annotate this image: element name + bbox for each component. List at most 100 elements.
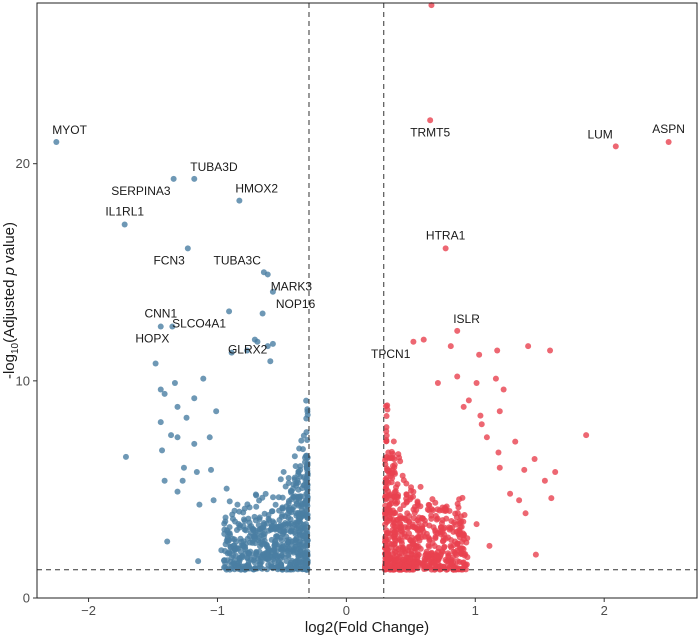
data-point <box>413 507 420 514</box>
data-point <box>444 550 451 557</box>
data-point <box>297 463 304 470</box>
data-point <box>426 543 433 550</box>
gene-label: SLCO4A1 <box>172 316 226 330</box>
y-title-italic: p <box>1 267 18 276</box>
data-point <box>464 554 471 561</box>
data-point <box>269 288 276 295</box>
data-point <box>382 491 389 498</box>
data-point <box>397 506 404 513</box>
data-point <box>385 530 392 537</box>
data-point <box>395 451 402 458</box>
data-point <box>411 545 418 552</box>
data-point <box>196 501 203 508</box>
x-tick-label: 2 <box>601 603 608 618</box>
data-point <box>221 557 228 564</box>
plot-frame <box>36 2 698 599</box>
data-point <box>400 502 407 509</box>
data-point <box>432 512 439 519</box>
gene-label: CNN1 <box>144 307 177 321</box>
data-point <box>414 523 421 530</box>
gene-label: SERPINA3 <box>111 184 171 198</box>
data-point <box>263 520 270 527</box>
data-point <box>53 138 60 145</box>
data-point <box>269 508 276 515</box>
data-point <box>478 421 485 428</box>
data-point <box>157 419 164 426</box>
gene-label: IL1RL1 <box>105 205 144 219</box>
data-point <box>459 538 466 545</box>
data-point <box>245 549 252 556</box>
data-point <box>228 349 235 356</box>
data-point <box>210 497 217 504</box>
data-point <box>429 496 436 503</box>
data-point <box>237 548 244 555</box>
data-point <box>430 524 437 531</box>
data-point <box>541 477 548 484</box>
data-point <box>388 544 395 551</box>
y-title-subscript: 10 <box>10 342 21 354</box>
gene-label: ASPN <box>652 122 685 136</box>
data-point <box>300 432 307 439</box>
data-point <box>401 515 408 522</box>
data-point <box>253 492 260 499</box>
gene-label: MARK3 <box>271 279 313 293</box>
y-tick-label: 10 <box>16 373 30 388</box>
data-point <box>460 403 467 410</box>
data-point <box>273 533 280 540</box>
data-point <box>406 530 413 537</box>
data-point <box>157 386 164 393</box>
data-point <box>180 464 187 471</box>
data-point <box>414 498 421 505</box>
data-point <box>407 555 414 562</box>
data-point <box>174 434 181 441</box>
data-point <box>279 494 286 501</box>
data-point <box>236 197 243 204</box>
data-point <box>302 552 309 559</box>
data-point <box>383 475 390 482</box>
x-axis-title: log2(Fold Change) <box>305 619 429 636</box>
data-point <box>500 386 507 393</box>
data-point <box>269 340 276 347</box>
gene-labels: HMGN2TRMT5LUMASPNHTRA1ISLRTPCN1MYOTTUBA3… <box>52 122 685 361</box>
data-point <box>386 562 393 569</box>
data-point <box>384 402 391 409</box>
data-point <box>195 558 202 565</box>
data-point <box>391 456 398 463</box>
data-point <box>295 518 302 525</box>
gene-label: HTRA1 <box>426 228 466 242</box>
data-point <box>260 525 267 532</box>
data-point <box>486 542 493 549</box>
data-point <box>236 557 243 564</box>
data-point <box>236 508 243 515</box>
data-point <box>462 561 469 568</box>
data-point <box>298 510 305 517</box>
data-point <box>400 556 407 563</box>
data-point <box>390 438 397 445</box>
data-point <box>408 484 415 491</box>
data-point <box>261 530 268 537</box>
data-point <box>200 375 207 382</box>
data-point <box>301 563 308 570</box>
data-point <box>304 511 311 518</box>
data-point <box>169 323 176 330</box>
data-point <box>285 553 292 560</box>
data-point <box>285 498 292 505</box>
x-tick-label: −2 <box>81 603 96 618</box>
data-point <box>122 453 129 460</box>
data-point <box>226 524 233 531</box>
data-point <box>403 491 410 498</box>
data-point <box>445 534 452 541</box>
data-point <box>394 499 401 506</box>
data-point <box>294 477 301 484</box>
data-point <box>422 521 429 528</box>
data-point <box>465 397 472 404</box>
data-point <box>456 545 463 552</box>
data-point <box>435 553 442 560</box>
points-layer <box>53 2 672 573</box>
data-point <box>270 556 277 563</box>
data-point <box>382 539 389 546</box>
gene-label: MYOT <box>52 123 87 137</box>
data-point <box>294 522 301 529</box>
data-point <box>393 524 400 531</box>
